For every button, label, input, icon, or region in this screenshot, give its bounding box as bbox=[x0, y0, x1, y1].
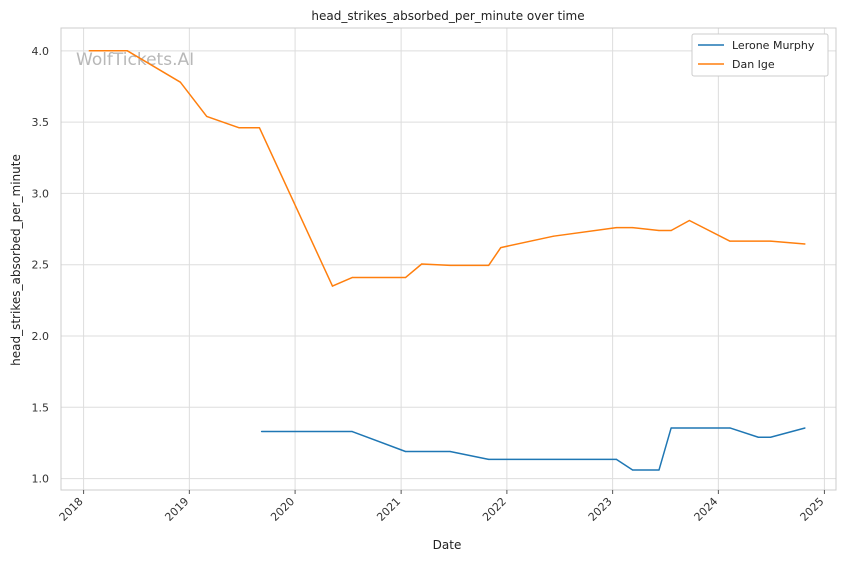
data-point-dan-ige bbox=[331, 285, 334, 287]
plot-area-frame bbox=[60, 27, 837, 491]
data-point-dan-ige bbox=[258, 127, 261, 129]
legend: Lerone Murphy Dan Ige bbox=[691, 33, 829, 77]
data-point-dan-ige bbox=[126, 50, 128, 52]
data-point-dan-ige bbox=[688, 219, 691, 222]
data-point-dan-ige bbox=[670, 229, 672, 232]
data-point-lerone-murphy bbox=[804, 427, 806, 429]
data-point-dan-ige bbox=[404, 276, 407, 279]
data-point-lerone-murphy bbox=[404, 450, 407, 453]
data-point-dan-ige bbox=[449, 264, 451, 267]
y-tick-label: 1.5 bbox=[32, 401, 50, 414]
data-point-lerone-murphy bbox=[488, 458, 490, 460]
watermark: WolfTickets.AI bbox=[76, 50, 194, 70]
y-tick-label: 2.0 bbox=[32, 330, 50, 343]
data-point-lerone-murphy bbox=[632, 469, 634, 471]
y-tick-label: 1.0 bbox=[32, 473, 50, 486]
data-point-dan-ige bbox=[769, 240, 772, 242]
legend-box bbox=[691, 33, 829, 77]
grid-lines bbox=[61, 28, 836, 490]
y-tick-label: 3.0 bbox=[32, 187, 50, 200]
data-point-dan-ige bbox=[206, 115, 208, 118]
data-point-lerone-murphy bbox=[351, 430, 353, 433]
data-point-dan-ige bbox=[351, 276, 353, 279]
series-line-dan-ige bbox=[89, 50, 806, 287]
data-point-dan-ige bbox=[238, 127, 240, 129]
data-point-lerone-murphy bbox=[769, 436, 772, 438]
data-point-dan-ige bbox=[421, 263, 423, 265]
data-point-lerone-murphy bbox=[658, 469, 660, 471]
data-point-dan-ige bbox=[729, 240, 731, 242]
data-point-lerone-murphy bbox=[670, 427, 672, 429]
legend-label-dan-ige: Dan Ige bbox=[732, 58, 775, 71]
data-point-dan-ige bbox=[632, 227, 634, 229]
data-point-dan-ige bbox=[615, 227, 617, 229]
data-point-dan-ige bbox=[179, 81, 181, 83]
data-point-dan-ige bbox=[552, 235, 555, 237]
data-point-lerone-murphy bbox=[757, 436, 759, 438]
y-tick-label: 3.5 bbox=[32, 116, 50, 129]
legend-label-lerone-murphy: Lerone Murphy bbox=[732, 39, 815, 52]
chart-title: head_strikes_absorbed_per_minute over ti… bbox=[311, 9, 584, 23]
data-point-dan-ige bbox=[500, 246, 502, 249]
data-point-dan-ige bbox=[658, 229, 660, 232]
data-point-dan-ige bbox=[804, 243, 806, 245]
data-point-lerone-murphy bbox=[615, 458, 617, 460]
y-tick-label: 2.5 bbox=[32, 259, 50, 272]
data-point-dan-ige bbox=[488, 264, 490, 267]
data-point-lerone-murphy bbox=[449, 450, 451, 453]
series-lines bbox=[88, 50, 806, 471]
data-point-lerone-murphy bbox=[729, 427, 731, 429]
y-axis-label: head_strikes_absorbed_per_minute bbox=[9, 154, 23, 366]
data-point-lerone-murphy bbox=[260, 430, 263, 433]
y-tick-label: 4.0 bbox=[32, 45, 50, 58]
x-axis-label: Date bbox=[433, 538, 462, 552]
data-point-dan-ige bbox=[88, 50, 90, 52]
